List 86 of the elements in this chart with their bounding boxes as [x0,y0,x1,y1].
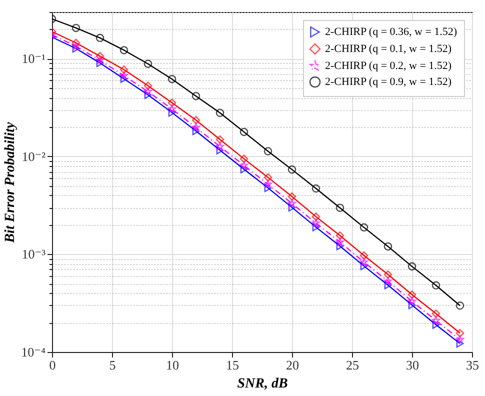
point [168,104,176,113]
point [456,328,464,338]
point [168,98,176,107]
point [288,192,296,201]
point [144,87,152,96]
point [144,60,152,68]
y-tick-label: 10⁻¹ [22,51,46,66]
point [336,204,344,212]
point [120,46,128,54]
point [240,128,248,136]
point [72,24,80,32]
point [432,309,440,318]
x-tick-label: 25 [346,358,359,372]
point [312,212,320,221]
point [288,203,296,212]
point [264,147,272,156]
point [240,154,248,163]
point [216,146,224,154]
point [72,42,80,50]
point [120,65,128,74]
x-tick-label: 30 [406,358,419,372]
point [144,90,152,100]
point [408,300,416,310]
x-tick-label: 5 [109,358,116,372]
legend-label: 2-CHIRP (q = 0.1, w = 1.52) [325,43,452,55]
point [384,277,392,285]
point [216,135,224,144]
point [120,72,128,80]
point [96,34,104,42]
point [360,223,368,232]
point [432,316,440,324]
y-tick-label: 10⁻² [22,148,46,164]
point [192,126,200,136]
x-tick-label: 15 [226,358,239,372]
point [456,302,464,310]
point [96,56,104,64]
point [264,180,272,188]
y-tick-label: 10⁻³ [22,246,46,262]
point [120,74,128,83]
point [216,142,224,150]
point [312,184,320,193]
point [264,184,272,192]
point [384,280,392,290]
point [240,165,248,174]
y-axis-title: Bit Error Probability [3,121,18,244]
x-tick-label: 0 [49,358,56,372]
point [96,58,104,68]
point [312,223,320,232]
point [336,242,344,250]
y-tick-label: 10⁻⁴ [21,344,46,360]
point [96,52,104,60]
legend-label: 2-CHIRP (q = 0.36, w = 1.52) [325,26,458,38]
point [432,281,440,290]
point [168,74,176,84]
point [144,82,152,90]
x-tick-label: 35 [466,358,479,372]
point [336,238,344,246]
legend-label: 2-CHIRP (q = 0.9, w = 1.52) [325,76,452,88]
point [168,108,176,117]
point [360,251,368,260]
point [408,297,416,305]
point [240,161,248,169]
point [408,262,416,271]
point [456,339,464,348]
x-tick-label: 10 [166,358,179,372]
point [384,242,392,251]
point [192,123,200,131]
point [264,173,272,182]
point [336,231,344,240]
point [432,320,440,329]
x-tick-label: 20 [286,358,299,372]
point [408,290,416,299]
point [456,335,464,344]
point [360,258,368,266]
point [72,38,80,48]
point [288,165,296,174]
point [192,116,200,124]
point [72,44,80,53]
legend-label: 2-CHIRP (q = 0.2, w = 1.52) [325,60,452,72]
point [216,108,224,117]
point [384,270,392,279]
point [312,218,320,227]
x-axis-title: SNR, dB [237,376,288,392]
point [288,199,296,207]
point [360,262,368,270]
point [192,92,200,100]
